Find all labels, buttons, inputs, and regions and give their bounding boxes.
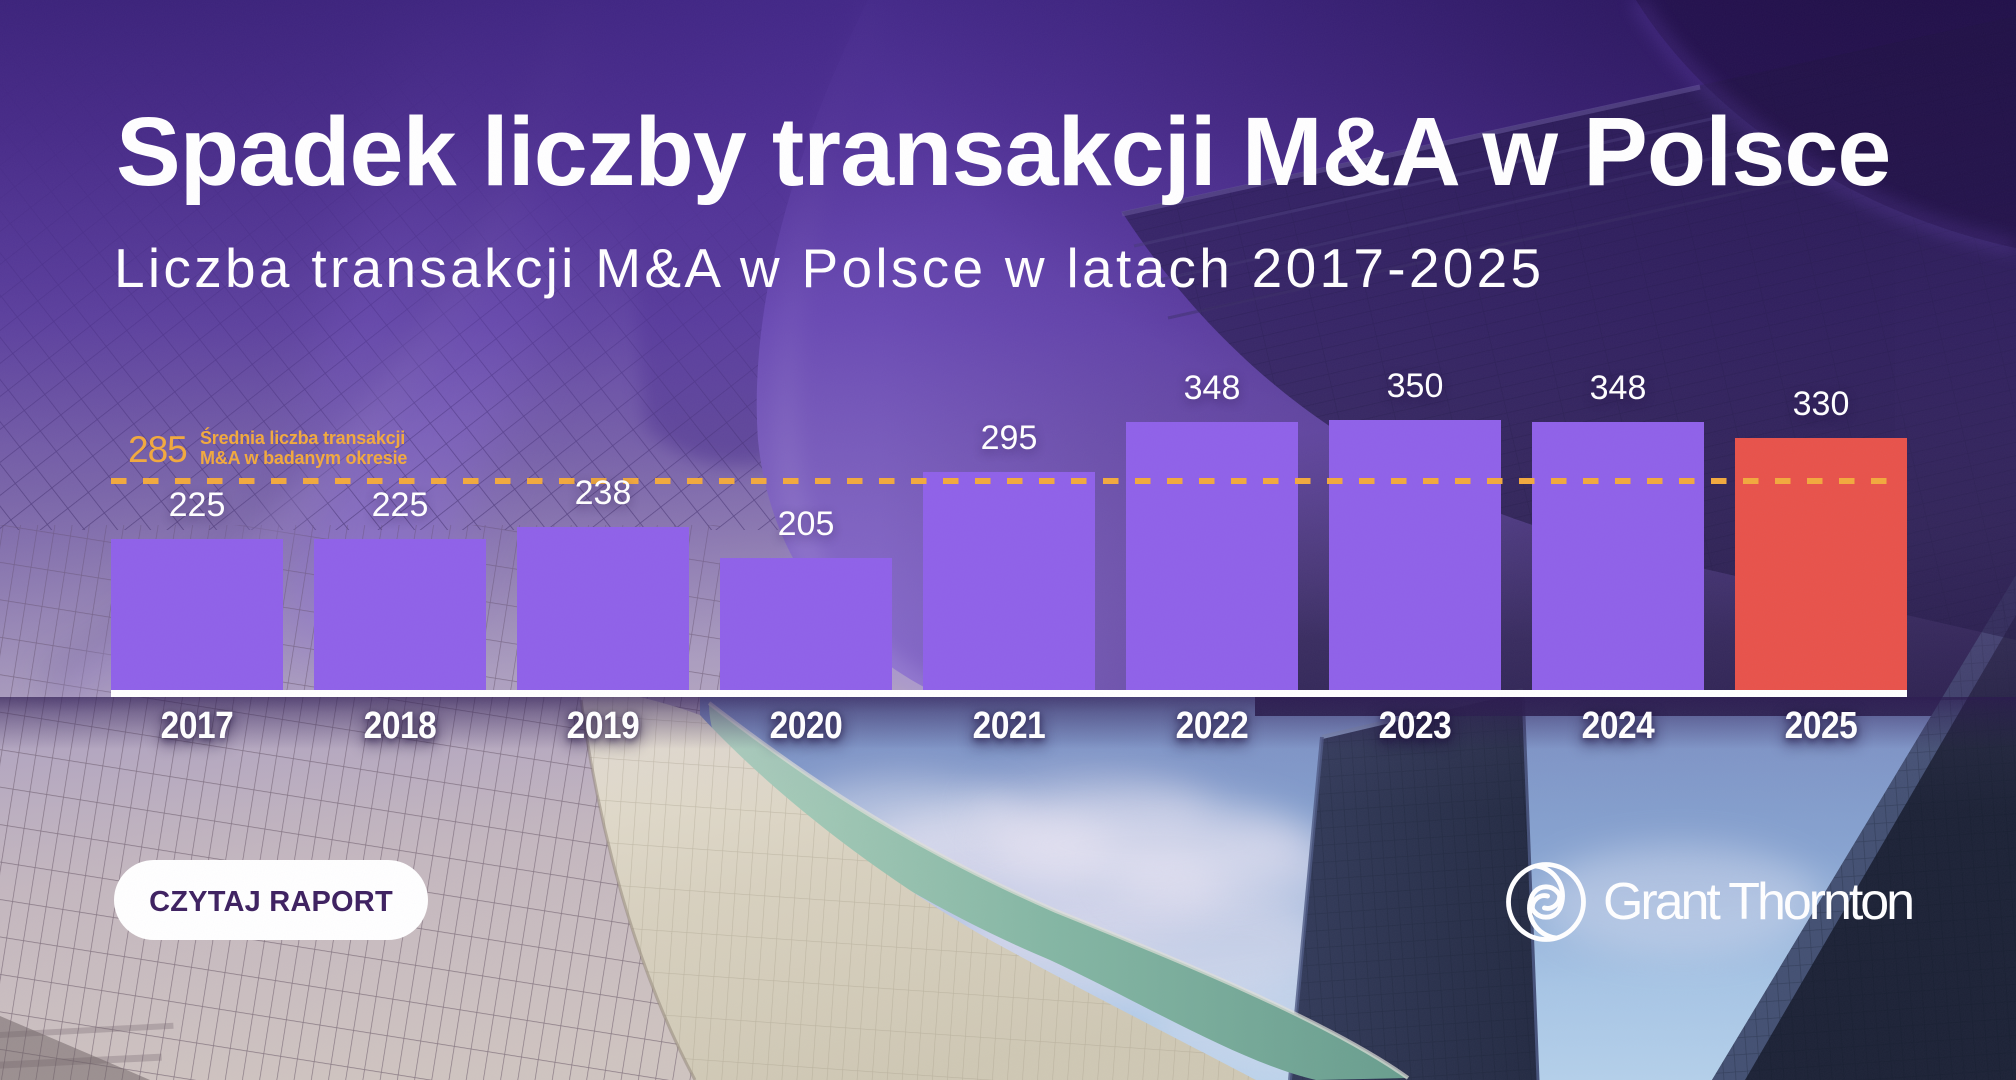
svg-text:Grant Thornton: Grant Thornton bbox=[1603, 873, 1915, 931]
